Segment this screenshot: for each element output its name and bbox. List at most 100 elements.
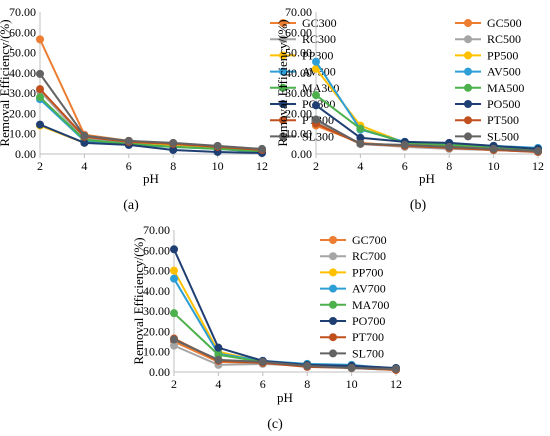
x-tick-label: 12 <box>256 159 268 173</box>
y-tick-label: 20.00 <box>285 106 312 120</box>
series-line <box>173 248 397 369</box>
legend-item: RC700 <box>320 249 386 263</box>
y-tick-label: 10.00 <box>9 127 36 141</box>
series-line <box>39 73 263 150</box>
data-point <box>312 115 320 124</box>
legend-swatch-marker <box>329 284 337 293</box>
data-point <box>170 245 178 254</box>
data-point <box>392 364 400 373</box>
data-point <box>36 93 44 102</box>
y-tick-label: 30.00 <box>143 304 170 318</box>
series-PO300 <box>36 120 266 157</box>
y-tick-label: 20.00 <box>9 106 36 120</box>
y-tick-label: 50.00 <box>285 46 312 60</box>
y-axis-label: Removal Efficiency/(%) <box>131 237 146 364</box>
legend-swatch-marker <box>329 252 337 261</box>
y-tick-label: 70.00 <box>285 5 312 19</box>
data-point <box>214 355 223 364</box>
legend-label: PO500 <box>487 97 520 111</box>
legend-label: SL300 <box>302 129 334 143</box>
y-tick-label: 60.00 <box>9 25 36 39</box>
x-tick-label: 6 <box>260 377 266 391</box>
legend-item: GC500 <box>455 16 522 30</box>
data-point <box>214 343 223 352</box>
legend-item: AV700 <box>320 282 386 296</box>
y-tick-label: 30.00 <box>285 86 312 100</box>
legend-label: AV700 <box>352 282 386 296</box>
x-tick-label: 6 <box>402 159 408 173</box>
panel-caption: (c) <box>267 417 283 432</box>
legend-label: RC500 <box>487 32 521 46</box>
legend-label: GC500 <box>487 16 522 30</box>
data-point <box>356 139 365 148</box>
legend-swatch-marker <box>464 100 472 108</box>
x-tick-label: 10 <box>488 159 500 173</box>
series-SL300 <box>36 69 266 153</box>
legend-label: PO700 <box>352 314 385 328</box>
data-point <box>80 138 89 147</box>
legend-item: PP500 <box>455 48 518 62</box>
y-axis-label: Removal Efficiency/(%) <box>0 19 12 146</box>
chart-panel-1: 0.0010.0020.0030.0040.0050.0060.0070.002… <box>0 5 339 213</box>
legend-swatch-marker <box>464 19 472 27</box>
legend-swatch-marker <box>329 349 337 358</box>
legend-label: PT500 <box>487 113 519 127</box>
data-point <box>36 35 44 44</box>
legend-item: RC500 <box>455 32 521 46</box>
legend-label: SL500 <box>487 129 519 143</box>
data-point <box>36 120 44 129</box>
legend-label: GC700 <box>352 233 387 247</box>
data-point <box>534 146 542 155</box>
y-tick-label: 70.00 <box>9 5 36 19</box>
y-tick-label: 60.00 <box>143 243 170 257</box>
legend-item: MA700 <box>320 298 389 312</box>
x-tick-label: 2 <box>171 377 177 391</box>
legend-swatch-marker <box>329 236 337 244</box>
x-tick-label: 2 <box>37 159 43 173</box>
legend-swatch-marker <box>279 83 287 92</box>
x-tick-label: 8 <box>446 159 452 173</box>
data-point <box>258 357 267 366</box>
x-tick-label: 10 <box>212 159 224 173</box>
legend-swatch-marker <box>279 100 287 108</box>
legend-swatch-marker <box>464 83 472 92</box>
x-tick-label: 10 <box>346 377 358 391</box>
legend-item: SL700 <box>320 346 384 360</box>
data-point <box>170 335 178 344</box>
y-tick-label: 40.00 <box>143 284 170 298</box>
data-point <box>169 145 178 154</box>
legend-label: RC700 <box>352 249 386 263</box>
legend-item: PP700 <box>320 265 383 279</box>
series-line <box>173 338 397 370</box>
legend-label: SL700 <box>352 346 384 360</box>
data-point <box>170 274 178 283</box>
data-point <box>169 138 178 147</box>
data-point <box>36 85 44 94</box>
x-axis-label: pH <box>143 171 159 186</box>
legend-item: MA500 <box>455 81 524 95</box>
data-point <box>312 101 320 110</box>
series-line <box>39 123 263 154</box>
x-tick-label: 2 <box>313 159 319 173</box>
data-point <box>312 64 320 73</box>
legend-item: SL300 <box>270 129 334 143</box>
legend-label: MA500 <box>487 81 524 95</box>
legend-swatch-marker <box>279 35 287 44</box>
legend-swatch-marker <box>279 67 287 76</box>
data-point <box>312 57 320 66</box>
legend-item: PT500 <box>455 113 519 127</box>
series-line <box>39 38 263 152</box>
legend-swatch-marker <box>464 116 472 125</box>
data-point <box>170 266 178 275</box>
y-tick-label: 0.00 <box>149 365 170 379</box>
legend-label: AV500 <box>487 65 521 79</box>
legend-item: PO500 <box>455 97 520 111</box>
data-point <box>400 140 409 149</box>
legend-item: GC300 <box>270 16 337 30</box>
legend-swatch-marker <box>464 132 472 141</box>
legend-swatch-marker <box>329 300 337 309</box>
y-tick-label: 10.00 <box>285 127 312 141</box>
legend-swatch-marker <box>329 333 337 342</box>
y-tick-label: 0.00 <box>15 147 36 161</box>
